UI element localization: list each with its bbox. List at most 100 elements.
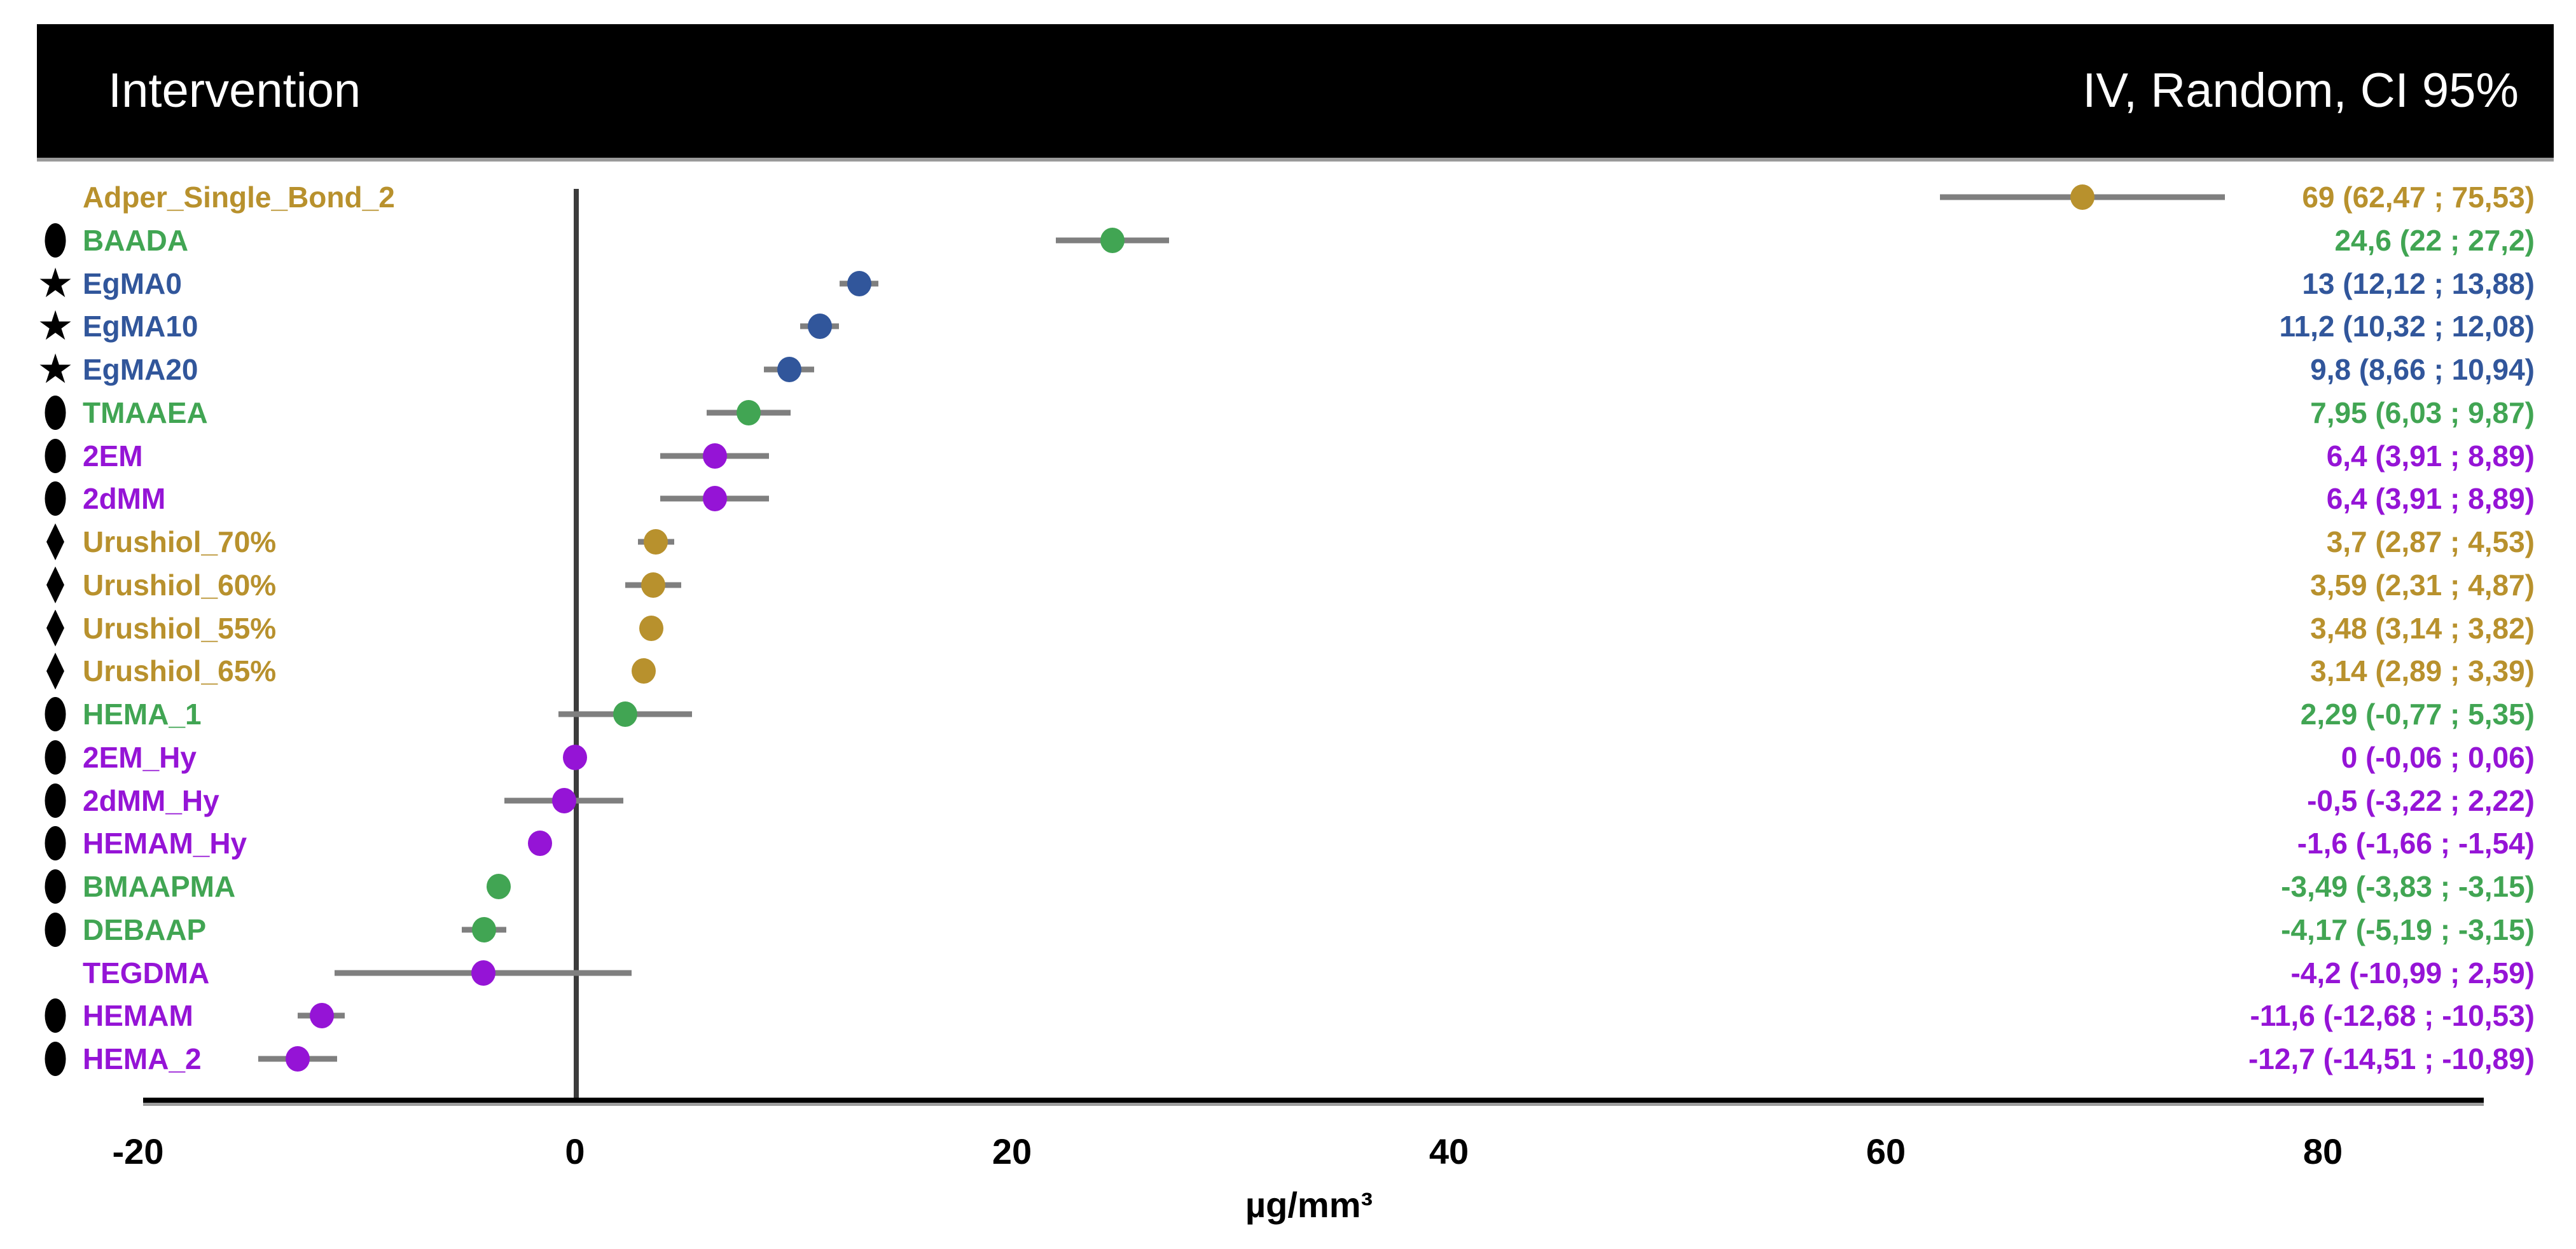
estimate-value-text: 0 (-0,06 ; 0,06) — [2341, 740, 2535, 774]
point-estimate-marker — [702, 443, 727, 469]
diamond-symbol-shape — [46, 609, 64, 647]
point-estimate-marker — [737, 399, 761, 425]
point-estimate-marker — [644, 529, 668, 555]
estimate-value-text: 6,4 (3,91 ; 8,89) — [2326, 439, 2535, 473]
header-text-layer: Intervention IV, Random, CI 95% — [37, 24, 2554, 158]
intervention-label: HEMA_1 — [83, 698, 202, 731]
diamond-symbol — [46, 652, 64, 690]
intervention-label: 2EM — [83, 439, 143, 473]
point-estimate-marker — [807, 314, 832, 340]
intervention-label: EgMA0 — [83, 266, 182, 300]
intervention-label: EgMA20 — [83, 353, 198, 386]
point-estimate-marker — [285, 1046, 310, 1072]
point-estimate-marker — [1100, 227, 1125, 253]
estimate-value-text: 3,7 (2,87 ; 4,53) — [2326, 525, 2535, 558]
x-axis-tick-label: -20 — [112, 1131, 164, 1171]
intervention-label: BAADA — [83, 223, 189, 257]
estimate-value-text: 24,6 (22 ; 27,2) — [2334, 223, 2535, 257]
x-axis-tick-label: 20 — [992, 1131, 1032, 1171]
diamond-symbol — [46, 609, 64, 647]
circle-symbol — [45, 998, 66, 1033]
intervention-label: HEMA_2 — [83, 1042, 202, 1075]
point-estimate-marker — [551, 787, 576, 813]
intervention-label: Urushiol_60% — [83, 568, 277, 602]
circle-symbol-shape — [45, 869, 66, 904]
point-estimate-marker — [528, 831, 553, 857]
circle-symbol — [45, 912, 66, 947]
circle-symbol — [45, 740, 66, 775]
circle-symbol — [45, 869, 66, 904]
intervention-label: TEGDMA — [83, 956, 210, 990]
star-symbol: ★ — [37, 303, 74, 350]
circle-symbol-shape — [45, 826, 66, 861]
header-intervention-label: Intervention — [108, 64, 361, 118]
estimate-value-text: -11,6 (-12,68 ; -10,53) — [2250, 999, 2535, 1033]
point-estimate-marker — [613, 701, 637, 727]
star-symbol: ★ — [37, 259, 74, 307]
estimate-value-text: 9,8 (8,66 ; 10,94) — [2310, 353, 2535, 386]
estimate-value-text: -1,6 (-1,66 ; -1,54) — [2297, 827, 2535, 860]
estimate-value-text: 3,48 (3,14 ; 3,82) — [2310, 611, 2535, 645]
x-axis-tick-label: 60 — [1866, 1131, 1906, 1171]
circle-symbol-shape — [45, 697, 66, 731]
estimate-value-text: -12,7 (-14,51 ; -10,89) — [2248, 1042, 2535, 1075]
point-estimate-marker — [563, 744, 587, 770]
diamond-symbol-shape — [46, 652, 64, 690]
circle-symbol — [45, 481, 66, 516]
point-estimate-marker — [702, 486, 727, 512]
intervention-label: Adper_Single_Bond_2 — [83, 181, 395, 214]
point-estimate-marker — [777, 357, 801, 382]
point-estimate-marker — [2070, 184, 2095, 210]
x-axis-line-shadow — [143, 1103, 2484, 1106]
point-estimate-marker — [471, 960, 495, 986]
point-estimate-marker — [471, 916, 496, 942]
circle-symbol-shape — [45, 783, 66, 818]
estimate-value-text: -0,5 (-3,22 ; 2,22) — [2307, 783, 2535, 817]
x-axis-line — [143, 1098, 2484, 1103]
circle-symbol-shape — [45, 395, 66, 430]
intervention-label: 2EM_Hy — [83, 740, 197, 774]
estimate-value-text: -4,2 (-10,99 ; 2,59) — [2290, 956, 2535, 990]
intervention-label: TMAAEA — [83, 396, 208, 429]
estimate-value-text: 2,29 (-0,77 ; 5,35) — [2300, 698, 2535, 731]
point-estimate-marker — [487, 874, 511, 899]
circle-symbol-shape — [45, 481, 66, 516]
circle-symbol — [45, 438, 66, 473]
diamond-symbol — [46, 523, 64, 560]
circle-symbol-shape — [45, 998, 66, 1033]
header-bar-shadow — [37, 158, 2554, 162]
circle-symbol-shape — [45, 438, 66, 473]
header-bar — [37, 24, 2554, 158]
diamond-symbol-shape — [46, 566, 64, 604]
intervention-label: Urushiol_65% — [83, 654, 277, 688]
intervention-label: BMAAPMA — [83, 870, 236, 903]
estimate-value-text: -4,17 (-5,19 ; -3,15) — [2281, 913, 2535, 946]
circle-symbol — [45, 697, 66, 731]
estimate-value-text: 69 (62,47 ; 75,53) — [2302, 181, 2535, 214]
zero-reference-line — [574, 189, 579, 1103]
estimate-value-text: 6,4 (3,91 ; 8,89) — [2326, 482, 2535, 516]
intervention-label: Urushiol_70% — [83, 525, 277, 558]
x-axis-title: µg/mm³ — [1245, 1185, 1373, 1225]
circle-symbol — [45, 783, 66, 818]
point-estimate-marker — [639, 615, 663, 641]
intervention-label: HEMAM_Hy — [83, 827, 247, 860]
point-estimate-marker — [641, 572, 666, 598]
circle-symbol — [45, 826, 66, 861]
intervention-label: 2dMM_Hy — [83, 783, 219, 817]
estimate-value-text: 11,2 (10,32 ; 12,08) — [2279, 310, 2535, 343]
diamond-symbol-shape — [46, 523, 64, 560]
estimate-value-text: -3,49 (-3,83 ; -3,15) — [2281, 870, 2535, 903]
point-estimate-marker — [847, 270, 871, 296]
x-axis-tick-label: 40 — [1429, 1131, 1469, 1171]
point-estimate-marker — [309, 1003, 334, 1029]
diamond-symbol — [46, 566, 64, 604]
x-axis-tick-label: 0 — [565, 1131, 585, 1171]
intervention-label: EgMA10 — [83, 310, 198, 343]
estimate-value-text: 7,95 (6,03 ; 9,87) — [2310, 396, 2535, 429]
intervention-label: DEBAAP — [83, 913, 207, 946]
circle-symbol — [45, 1042, 66, 1076]
point-estimate-marker — [631, 658, 656, 684]
circle-symbol-shape — [45, 223, 66, 258]
